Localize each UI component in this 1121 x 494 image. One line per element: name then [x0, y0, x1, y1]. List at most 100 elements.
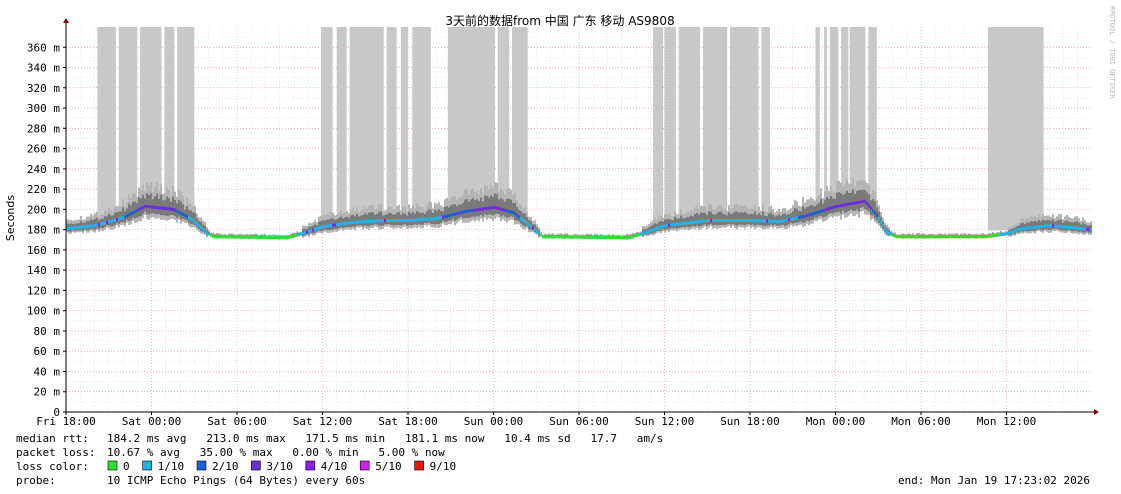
median-segment [324, 224, 326, 228]
median-segment [968, 235, 970, 239]
median-segment [428, 217, 430, 221]
median-segment [458, 211, 460, 215]
loss-swatch-label: 2/10 [212, 460, 239, 473]
median-segment [388, 219, 390, 223]
median-segment [246, 235, 248, 239]
median-segment [280, 236, 282, 240]
y-tick-label: 40 m [34, 365, 61, 378]
x-tick-label: Sun 06:00 [549, 415, 609, 428]
median-segment [376, 219, 378, 223]
median-segment [528, 223, 530, 227]
median-segment [654, 227, 656, 231]
median-segment [264, 235, 266, 239]
median-segment [382, 219, 384, 223]
smoke-inner [488, 197, 490, 215]
y-tick-label: 280 m [27, 122, 60, 135]
median-segment [424, 217, 426, 221]
loss-gap [497, 27, 510, 211]
median-segment [1038, 225, 1040, 229]
median-segment [390, 219, 392, 223]
median-segment [794, 216, 796, 220]
median-segment [600, 235, 602, 239]
smoke-inner [180, 201, 182, 220]
median-segment [768, 219, 770, 223]
median-segment [960, 235, 962, 239]
median-segment [262, 235, 264, 239]
median-segment [614, 236, 616, 240]
median-segment [986, 235, 988, 239]
median-segment [888, 231, 890, 235]
x-tick-label: Mon 12:00 [977, 415, 1037, 428]
smoke-inner [674, 216, 676, 228]
median-segment [220, 235, 222, 239]
median-segment [252, 235, 254, 239]
median-segment [412, 218, 414, 222]
median-segment [88, 224, 90, 228]
median-segment [286, 236, 288, 240]
smoke-inner [108, 213, 110, 226]
median-segment [304, 231, 306, 235]
median-segment [370, 219, 372, 223]
median-segment [918, 235, 920, 239]
median-segment [468, 209, 470, 213]
median-segment [352, 220, 354, 224]
median-segment [154, 205, 156, 209]
loss-gap [653, 27, 664, 228]
median-segment [408, 219, 410, 223]
median-segment [620, 236, 622, 240]
smoke-inner [1030, 221, 1032, 231]
smoke-inner [820, 198, 822, 216]
median-segment [860, 200, 862, 204]
median-segment [496, 206, 498, 210]
median-segment [488, 206, 490, 210]
smoke-inner [458, 204, 460, 219]
median-segment [732, 219, 734, 223]
median-segment [322, 225, 324, 229]
median-segment [476, 208, 478, 212]
packet-loss-values: 10.67 % avg 35.00 % max 0.00 % min 5.00 … [107, 446, 445, 459]
y-tick-label: 20 m [34, 386, 61, 399]
median-segment [826, 207, 828, 211]
median-segment [972, 235, 974, 239]
smoke-inner [702, 212, 704, 226]
median-segment [434, 217, 436, 221]
median-segment [628, 236, 630, 240]
median-segment [360, 220, 362, 224]
median-segment [878, 217, 880, 221]
median-segment [744, 219, 746, 223]
smoke-inner [464, 199, 466, 219]
median-segment [704, 219, 706, 223]
x-tick-label: Fri 18:00 [36, 415, 96, 428]
smoke-inner [480, 197, 482, 215]
median-segment [936, 235, 938, 239]
y-tick-label: 60 m [34, 345, 61, 358]
median-segment [792, 217, 794, 221]
median-segment [632, 235, 634, 239]
median-segment [168, 207, 170, 211]
median-segment [274, 236, 276, 240]
median-segment [1040, 225, 1042, 229]
median-segment [302, 231, 304, 235]
median-segment [334, 223, 336, 227]
loss-swatch [251, 460, 261, 471]
median-segment [934, 235, 936, 239]
x-tick-label: Sun 00:00 [464, 415, 524, 428]
loss-gaps [97, 27, 1044, 231]
median-segment [112, 219, 114, 223]
median-segment [1046, 224, 1048, 228]
median-segment [312, 228, 314, 232]
smoke-inner [844, 193, 846, 213]
median-segment [444, 215, 446, 219]
median-segment [874, 211, 876, 215]
median-segment [356, 220, 358, 224]
median-segment [338, 222, 340, 226]
smoke-inner [434, 209, 436, 225]
median-segment [66, 227, 68, 231]
median-segment [666, 223, 668, 227]
median-segment [594, 235, 596, 239]
median-segment [232, 235, 234, 239]
median-segment [208, 232, 210, 236]
median-segment [886, 230, 888, 234]
median-segment [492, 206, 494, 210]
median-segment [942, 235, 944, 239]
